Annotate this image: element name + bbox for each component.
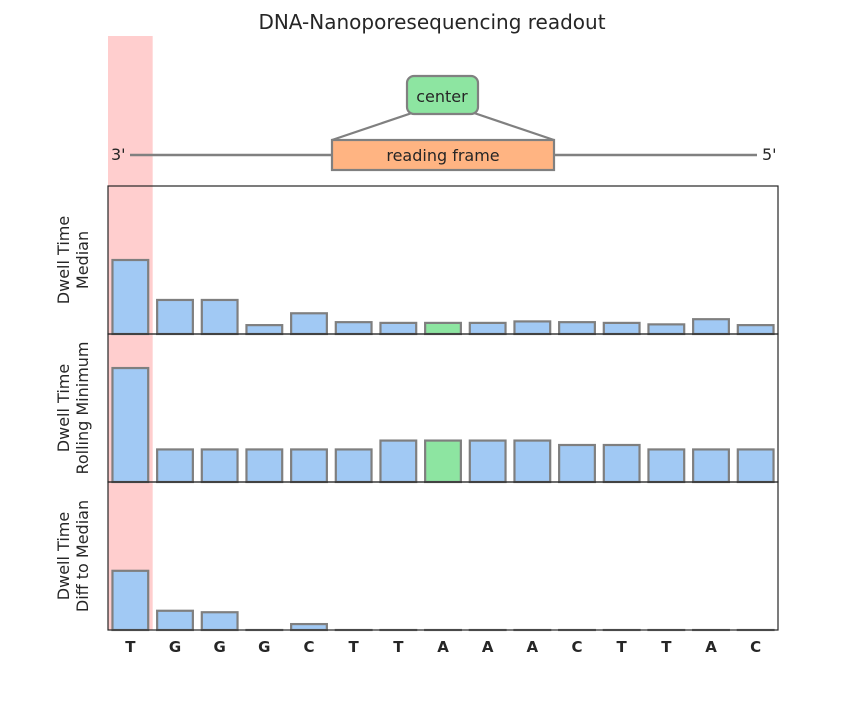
bar-panel2-11 <box>602 443 641 484</box>
bar-panel1-13 <box>692 318 730 336</box>
panel-ylabel-line: Dwell Time <box>54 216 73 304</box>
bar-panel2-7 <box>424 439 462 484</box>
bar-panel2-2 <box>200 448 239 484</box>
x-tick-label: T <box>661 638 672 656</box>
bar-panel1-9 <box>513 320 552 336</box>
panel-2: Dwell TimeRolling Minimum <box>54 333 779 484</box>
x-tick-label: T <box>349 638 360 656</box>
x-tick-label: A <box>437 638 449 656</box>
bar-panel1-3 <box>245 324 284 336</box>
bar-panel1-1 <box>156 298 194 336</box>
panel-ylabel-3: Dwell TimeDiff to Median <box>54 500 92 612</box>
center-box <box>405 74 480 116</box>
bar-panel3-0 <box>111 569 150 632</box>
bar-panel2-1 <box>156 448 194 484</box>
bar-panel2-10 <box>558 443 596 484</box>
x-tick-label: T <box>393 638 404 656</box>
strand-3prime-label: 3' <box>111 145 126 164</box>
bar-panel3-4 <box>290 622 328 632</box>
bar-panel1-6 <box>379 321 418 336</box>
bar-panel2-12 <box>647 448 686 484</box>
bar-panel2-4 <box>290 448 328 484</box>
bar-panel2-5 <box>334 448 373 484</box>
bar-panel1-4 <box>290 312 328 336</box>
x-tick-label: A <box>482 638 494 656</box>
bar-panel1-12 <box>647 323 686 336</box>
bar-panel2-8 <box>468 439 507 484</box>
x-tick-label: T <box>617 638 628 656</box>
bar-panel1-0 <box>111 258 150 336</box>
chart-title: DNA-Nanoporesequencing readout <box>258 10 605 34</box>
panel-ylabel-line: Diff to Median <box>73 500 92 612</box>
center-label: center <box>416 87 468 106</box>
panel-frame-3 <box>107 481 779 631</box>
x-tick-label: C <box>750 638 761 656</box>
reading-frame-label: reading frame <box>386 146 499 165</box>
bar-panel2-9 <box>513 439 552 484</box>
panel-ylabel-line: Dwell Time <box>54 512 73 600</box>
strand-5prime-label: 5' <box>762 145 777 164</box>
panel-ylabel-line: Dwell Time <box>54 364 73 452</box>
bar-panel2-14 <box>736 448 775 484</box>
center-connector <box>331 111 555 142</box>
x-tick-label: A <box>705 638 717 656</box>
x-tick-label: G <box>214 638 226 656</box>
bar-panel2-3 <box>245 448 284 484</box>
x-tick-label: C <box>303 638 314 656</box>
bar-panel2-0 <box>111 366 150 484</box>
reading-frame-box <box>330 138 556 172</box>
bar-panel1-11 <box>602 321 641 336</box>
panel-ylabel-line: Median <box>73 231 92 289</box>
bar-panel1-14 <box>736 324 775 336</box>
panel-3: Dwell TimeDiff to Median <box>54 481 779 632</box>
x-tick-label: G <box>258 638 270 656</box>
panel-ylabel-1: Dwell TimeMedian <box>54 216 92 304</box>
x-tick-label: A <box>527 638 539 656</box>
bar-panel2-6 <box>379 439 418 484</box>
bar-panel1-7 <box>424 321 462 336</box>
bar-panel1-2 <box>200 298 239 336</box>
x-tick-label: G <box>169 638 181 656</box>
x-tick-label: C <box>571 638 582 656</box>
panel-ylabel-line: Rolling Minimum <box>73 341 92 474</box>
bar-panel2-13 <box>692 448 730 484</box>
x-tick-label: T <box>125 638 136 656</box>
bar-panel1-5 <box>334 321 373 336</box>
strand-diagram: 3' 5' reading frame center <box>111 74 777 172</box>
panel-1: Dwell TimeMedian <box>54 185 779 336</box>
bar-panel1-8 <box>468 321 507 336</box>
bar-panel1-10 <box>558 321 596 336</box>
bar-panel3-1 <box>156 609 194 632</box>
panel-ylabel-2: Dwell TimeRolling Minimum <box>54 341 92 474</box>
bar-panel3-2 <box>200 611 239 632</box>
